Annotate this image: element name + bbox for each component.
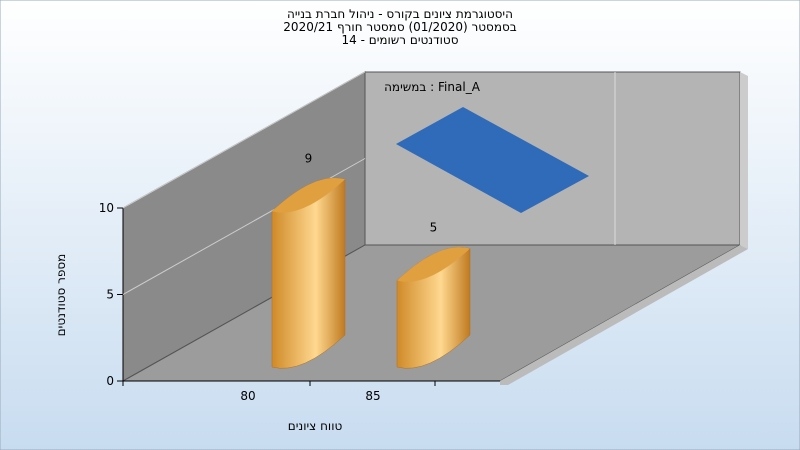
x-axis-label: טווח ציונים: [288, 419, 343, 433]
chart-title: היסטוגרמת ציונים בקורס - ניהול חברת בניי…: [287, 7, 513, 21]
grid-line: [122, 71, 366, 209]
floor-edge: [500, 245, 748, 385]
y-tick-label: 0: [106, 374, 114, 388]
x-tick-label: 85: [365, 389, 380, 403]
legend-label: במשימה : Final_A: [384, 80, 481, 94]
y-tick-label: 5: [106, 288, 114, 302]
y-tick-label: 10: [99, 201, 114, 215]
wall-edge: [740, 72, 748, 249]
data-label: 9: [305, 151, 313, 165]
chart-title: בסמסטר (01/2020) סמסטר חורף 2020/21: [283, 20, 516, 34]
legend-swatch: [396, 107, 589, 213]
y-axis-label: מספר סטודנטים: [54, 254, 68, 337]
chart-title: סטודנטים רשומים - 14: [341, 33, 458, 47]
data-label: 5: [430, 221, 438, 235]
bar-cap: [272, 177, 345, 213]
x-tick-label: 80: [240, 389, 255, 403]
bar-cap: [397, 247, 470, 282]
